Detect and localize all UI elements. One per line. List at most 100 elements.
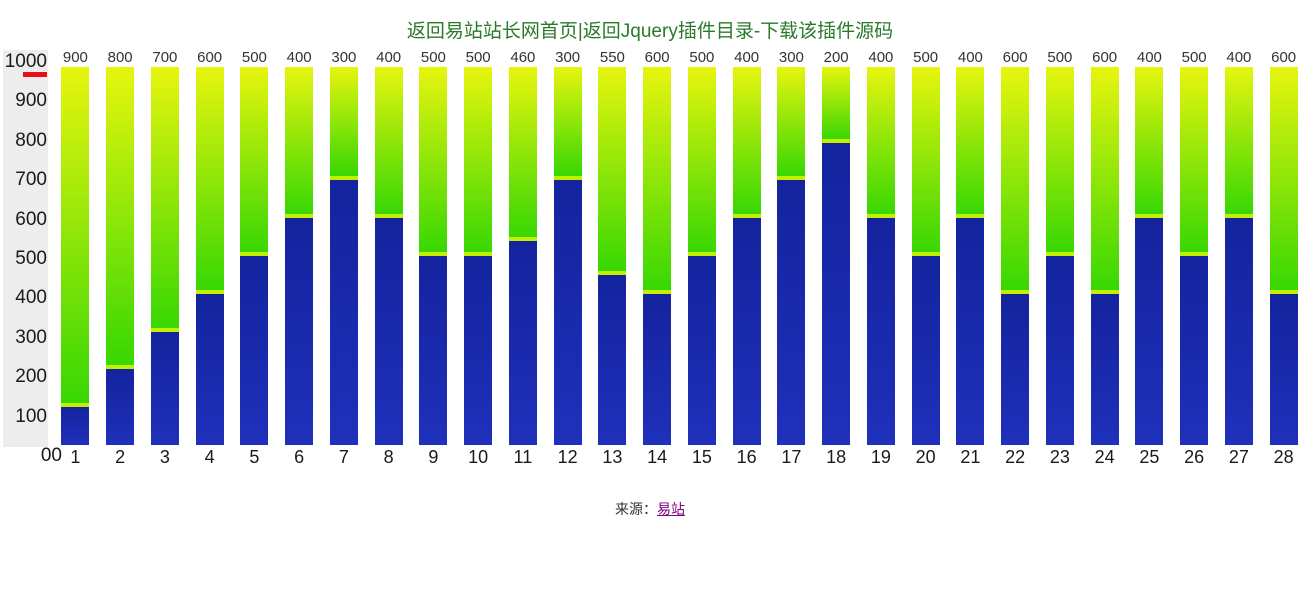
- x-axis-tick-label: 2: [115, 447, 126, 467]
- stacked-bar: [508, 67, 537, 445]
- bar-segment-green: [1001, 67, 1030, 294]
- x-axis-tick-label: 11: [513, 447, 533, 467]
- y-axis-tick-label: 600: [15, 208, 47, 230]
- source-link[interactable]: 易站: [657, 501, 685, 517]
- bar-segment-green: [598, 67, 627, 275]
- bar-column: 400 16: [724, 50, 769, 470]
- x-axis-tick-label: 21: [960, 447, 981, 467]
- stacked-bar: [329, 67, 358, 445]
- bar-segment-blue: [1269, 294, 1298, 445]
- x-axis-tick-label: 24: [1094, 447, 1115, 467]
- x-axis-tick-label: 19: [870, 447, 891, 467]
- x-axis-tick-label: 15: [691, 447, 712, 467]
- bar-column: 400 25: [1127, 50, 1172, 470]
- bar-column: 500 15: [680, 50, 725, 470]
- bars-area: 900 1 800 2 700 3 600 4 500 5 400 6 300 7 400 8 500 9 500 1…: [53, 50, 1300, 470]
- x-axis-tick-label: 28: [1273, 447, 1294, 467]
- bar-segment-blue: [956, 218, 985, 445]
- stacked-bar: [866, 67, 895, 445]
- y-axis-tick-label: 1000: [4, 51, 47, 72]
- bar-column: 400 6: [277, 50, 322, 470]
- bar-column: 500 26: [1172, 50, 1217, 470]
- x-axis-tick-label: 26: [1184, 447, 1205, 467]
- stacked-bar: [911, 67, 940, 445]
- x-axis-tick-label: 3: [159, 447, 170, 467]
- y-axis-panel: [3, 50, 48, 447]
- bar-column: 500 20: [903, 50, 948, 470]
- x-axis-tick-label: 6: [294, 447, 305, 467]
- bar-segment-green: [732, 67, 761, 218]
- bar-value-label: 300: [778, 49, 804, 66]
- x-axis-tick-label: 18: [826, 447, 847, 467]
- stacked-bar: [240, 67, 269, 445]
- y-axis-active-marker: [23, 72, 47, 77]
- bar-value-label: 400: [286, 49, 312, 66]
- home-link[interactable]: 返回易站站长网首页: [406, 21, 578, 42]
- plugin-dir-link[interactable]: 返回Jquery插件目录-下载该插件源码: [582, 21, 894, 42]
- bar-segment-blue: [1090, 294, 1119, 445]
- y-axis-tick-label: 800: [15, 129, 47, 151]
- bar-value-label: 460: [510, 49, 536, 66]
- bar-segment-blue: [1180, 256, 1209, 445]
- y-axis-tick-label: 100: [15, 405, 47, 427]
- bar-segment-blue: [911, 256, 940, 445]
- bar-column: 400 27: [1217, 50, 1262, 470]
- bar-segment-green: [687, 67, 716, 256]
- bar-segment-green: [61, 67, 90, 407]
- stacked-bar: [150, 67, 179, 445]
- y-axis-tick-label: 400: [15, 287, 47, 309]
- bar-segment-green: [553, 67, 582, 180]
- x-axis-tick-label: 22: [1005, 447, 1026, 467]
- bar-column: 600 28: [1261, 50, 1300, 470]
- x-axis-tick-label: 14: [647, 447, 668, 467]
- bar-column: 500 5: [232, 50, 277, 470]
- source-line: 来源：易站: [0, 499, 1300, 519]
- stacked-bar: [687, 67, 716, 445]
- bar-segment-blue: [1001, 294, 1030, 445]
- bar-segment-green: [374, 67, 403, 218]
- bar-value-label: 500: [420, 49, 446, 66]
- bar-segment-green: [911, 67, 940, 256]
- bar-column: 900 1: [53, 50, 98, 470]
- bar-column: 600 14: [635, 50, 680, 470]
- bar-segment-green: [195, 67, 224, 294]
- bar-value-label: 400: [1226, 49, 1252, 66]
- x-axis-tick-label: 16: [736, 447, 757, 467]
- stacked-bar: [732, 67, 761, 445]
- bar-segment-green: [329, 67, 358, 180]
- bar-segment-green: [643, 67, 672, 294]
- stacked-bar: [1135, 67, 1164, 445]
- bar-column: 500 23: [1038, 50, 1083, 470]
- bar-segment-blue: [553, 180, 582, 445]
- bar-segment-blue: [732, 218, 761, 445]
- x-axis-tick-label: 4: [204, 447, 215, 467]
- bar-column: 500 10: [456, 50, 501, 470]
- bar-value-label: 400: [376, 49, 402, 66]
- bar-value-label: 500: [913, 49, 939, 66]
- stacked-bar: [1001, 67, 1030, 445]
- bar-segment-green: [464, 67, 493, 256]
- x-axis-tick-label: 13: [602, 447, 623, 467]
- bar-segment-green: [777, 67, 806, 180]
- y-axis-tick-label: 500: [15, 248, 47, 269]
- x-axis-tick-label: 10: [468, 447, 489, 467]
- bar-segment-green: [419, 67, 448, 256]
- stacked-bar: [106, 67, 135, 445]
- bar-value-label: 600: [644, 49, 670, 66]
- bar-value-label: 500: [465, 49, 491, 66]
- bar-segment-green: [150, 67, 179, 332]
- bar-segment-blue: [1045, 256, 1074, 445]
- stacked-bar: [643, 67, 672, 445]
- bar-segment-blue: [822, 143, 851, 445]
- bar-segment-blue: [329, 180, 358, 445]
- bar-value-label: 600: [1271, 49, 1297, 66]
- bar-column: 700 3: [143, 50, 188, 470]
- bar-segment-blue: [150, 332, 179, 445]
- x-axis-tick-label: 23: [1049, 447, 1070, 467]
- stacked-bar: [777, 67, 806, 445]
- bar-value-label: 400: [1136, 49, 1162, 66]
- bar-segment-blue: [240, 256, 269, 445]
- bar-column: 600 4: [187, 50, 232, 470]
- bar-segment-blue: [598, 275, 627, 445]
- bar-column: 600 22: [993, 50, 1038, 470]
